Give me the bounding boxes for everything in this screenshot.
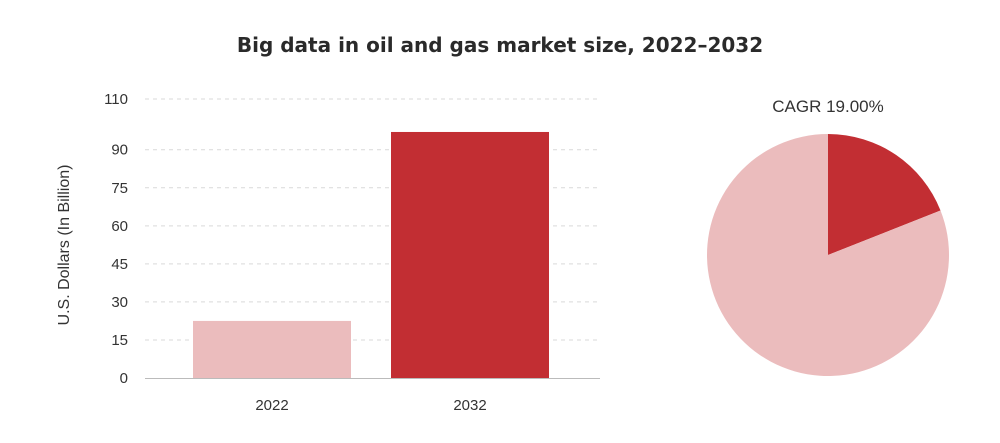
- y-tick-label: 75: [111, 180, 128, 197]
- y-tick-label: 0: [120, 370, 128, 387]
- tick-layer: 0 15 30 45 60 75 90 110 2022 2032: [104, 91, 487, 414]
- y-tick-label: 30: [111, 294, 128, 311]
- bar-layer: [193, 131, 549, 378]
- pie-cagr-label: CAGR 19.00%: [772, 97, 884, 116]
- y-tick-label: 110: [104, 91, 128, 108]
- pie-layer: [707, 134, 949, 377]
- pie-slice-remainder: [707, 134, 949, 377]
- chart-title: Big data in oil and gas market size, 202…: [236, 33, 764, 57]
- pie-slice-cagr: [828, 134, 941, 255]
- bar-2032: [391, 131, 549, 378]
- x-tick-label: 2032: [453, 397, 486, 414]
- y-axis-title: U.S. Dollars (In Billion): [56, 165, 73, 326]
- y-tick-label: 90: [111, 142, 128, 159]
- bar-2022: [193, 320, 351, 378]
- x-tick-label: 2022: [255, 397, 288, 414]
- y-tick-label: 45: [111, 256, 128, 273]
- y-tick-label: 60: [111, 218, 128, 235]
- y-tick-label: 15: [111, 332, 128, 349]
